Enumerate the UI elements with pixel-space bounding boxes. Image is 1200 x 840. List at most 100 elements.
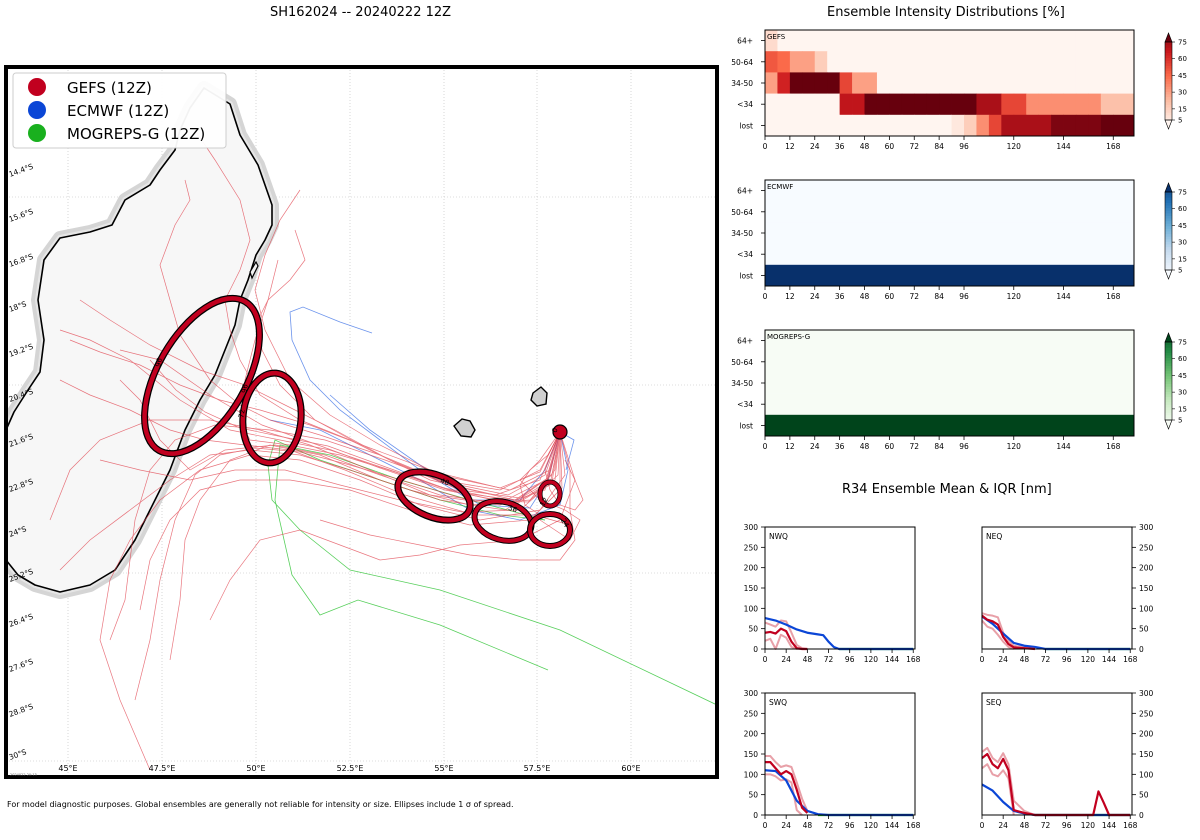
r34-ylabel: 300 — [1139, 689, 1154, 698]
heatmap-cell — [889, 72, 903, 94]
colorbar-segment — [1165, 370, 1172, 374]
heatmap-xlabel: 144 — [1056, 142, 1071, 151]
heatmap-cell — [789, 30, 803, 52]
heatmap-mogreps-g: 64+ 50-64 34-50 <34 lost MOGREPS-G 0 12 24 36 48 60… — [731, 329, 1187, 451]
heatmap-ylabel: 64+ — [737, 187, 753, 196]
colorbar-segment — [1165, 373, 1172, 377]
heatmap-cell — [1001, 93, 1015, 116]
lon-label: 60°E — [621, 764, 640, 773]
heatmap-cell — [1013, 93, 1027, 116]
heatmap-cell — [889, 51, 903, 73]
heatmap-ylabel: 64+ — [737, 337, 753, 346]
heatmap-cell — [1051, 114, 1064, 137]
legend-entry-gefs: GEFS (12Z) — [28, 78, 152, 97]
colorbar-segment — [1165, 75, 1172, 79]
heatmap-cell — [964, 30, 977, 52]
r34-series-line — [981, 746, 1036, 816]
colorbar-segment — [1165, 254, 1172, 258]
colorbar-segment — [1165, 238, 1172, 242]
heatmap-cell — [1038, 93, 1052, 116]
heatmap-cell — [802, 114, 816, 137]
colorbar-segment — [1165, 388, 1172, 392]
colorbar-segment — [1165, 412, 1172, 416]
heatmap-cell — [765, 372, 1135, 394]
footer-note: For model diagnostic purposes. Global en… — [7, 800, 514, 809]
heatmap-cell — [814, 72, 828, 94]
colorbar-segment — [1165, 207, 1172, 211]
heatmap-cell — [1088, 51, 1102, 73]
heatmap-frame — [764, 329, 1135, 437]
heatmap-cell — [1088, 30, 1102, 52]
colorbar-segment — [1165, 107, 1172, 111]
heatmap-cell — [1051, 72, 1064, 94]
heatmap-xlabel: 72 — [909, 442, 919, 451]
colorbar-segment — [1165, 83, 1172, 87]
heatmap-cell — [876, 72, 890, 94]
heatmap-cell — [901, 93, 915, 116]
heatmap-xlabel: 36 — [835, 442, 845, 451]
heatmap-cell — [1063, 51, 1077, 73]
colorbar-segment — [1165, 257, 1172, 261]
heatmap-ylabel: <34 — [737, 250, 753, 259]
colorbar-segment — [1165, 223, 1172, 227]
colorbar-label: 5 — [1178, 117, 1182, 125]
r34-title: R34 Ensemble Mean & IQR [nm] — [842, 482, 1052, 497]
heatmap-cell — [926, 51, 940, 73]
colorbar-segment — [1165, 262, 1172, 266]
colorbar-segment — [1165, 267, 1172, 271]
colorbar-segment — [1165, 73, 1172, 77]
colorbar-extend-top — [1164, 332, 1173, 343]
colorbar-segment — [1165, 259, 1172, 263]
heatmap-cell — [914, 114, 928, 137]
heatmap-cell — [939, 72, 952, 94]
intensity-heatmaps: 64+ 50-64 34-50 <34 lost GEFS 0 12 24 36 48 60 72 84 9… — [731, 29, 1187, 451]
colorbar-segment — [1165, 55, 1172, 59]
r34-xlabel: 48 — [1020, 655, 1030, 664]
heatmap-cell — [765, 330, 1135, 352]
heatmap-cell — [814, 93, 828, 116]
heatmap-xlabel: 60 — [885, 442, 895, 451]
r34-xlabel: 72 — [1041, 655, 1051, 664]
r34-xlabel: 0 — [980, 821, 985, 830]
colorbar-label: 75 — [1178, 39, 1187, 47]
heatmap-cell — [914, 51, 928, 73]
ellipse-label: 36 — [507, 504, 519, 515]
colorbar-gefs: 5 15 30 45 60 75 — [1164, 32, 1187, 130]
r34-xlabel: 144 — [1102, 821, 1117, 830]
colorbar-segment — [1165, 357, 1172, 361]
heatmap-cell — [765, 393, 1135, 416]
heatmap-cell — [951, 93, 965, 116]
r34-ylabel: 150 — [1139, 584, 1154, 593]
r34-ylabel: 300 — [744, 689, 759, 698]
heatmap-xlabel: 60 — [885, 142, 895, 151]
r34-xlabel: 144 — [1102, 655, 1117, 664]
heatmap-ylabel: <34 — [737, 400, 753, 409]
gefs-ellipses — [141, 294, 573, 549]
r34-ylabel: 200 — [744, 730, 759, 739]
heatmap-cell — [839, 30, 853, 52]
heatmap-cell — [765, 180, 1135, 202]
heatmap-cell — [1075, 93, 1089, 116]
heatmap-cell — [951, 51, 965, 73]
colorbar-segment — [1165, 241, 1172, 245]
r34-plot-area — [765, 693, 915, 815]
r34-xlabel: 48 — [803, 655, 813, 664]
heatmap-cell — [914, 72, 928, 94]
colorbar-segment — [1165, 344, 1172, 348]
colorbar-extend-top — [1164, 32, 1173, 43]
heatmap-cell — [1100, 30, 1114, 52]
heatmap-xlabel: 120 — [1007, 142, 1022, 151]
heatmap-cell — [802, 30, 816, 52]
colorbar-segment — [1165, 381, 1172, 385]
heatmap-frame — [764, 179, 1135, 287]
colorbar-label: 5 — [1178, 267, 1182, 275]
heatmap-cell — [777, 72, 791, 94]
r34-xlabel: 72 — [1041, 821, 1051, 830]
colorbar-segment — [1165, 215, 1172, 219]
heatmap-cell — [876, 114, 890, 137]
heatmap-panel-label: MOGREPS-G — [767, 333, 810, 341]
heatmap-xlabel: 24 — [810, 292, 820, 301]
legend-marker-mogreps — [28, 124, 46, 142]
heatmap-cell — [1075, 51, 1089, 73]
heatmap-cell — [951, 30, 965, 52]
